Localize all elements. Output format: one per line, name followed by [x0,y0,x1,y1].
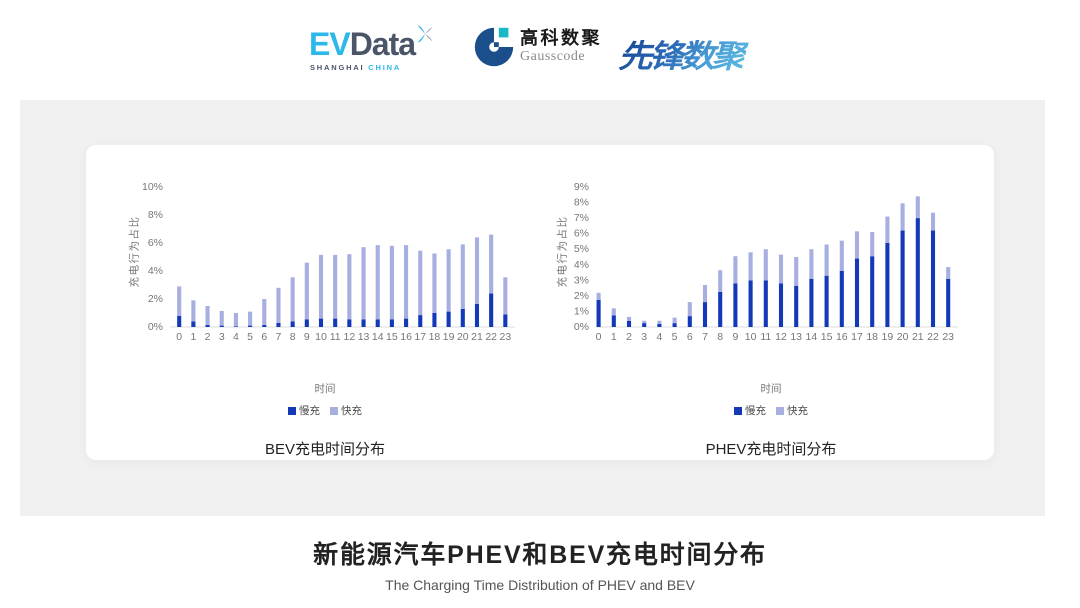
svg-text:9: 9 [304,331,310,343]
svg-text:0: 0 [176,331,182,343]
svg-text:10: 10 [315,331,327,343]
svg-text:17: 17 [851,331,863,343]
svg-text:2: 2 [626,331,632,343]
svg-text:20: 20 [897,331,909,343]
svg-text:18: 18 [429,331,441,343]
svg-text:5%: 5% [574,243,589,255]
svg-text:18: 18 [866,331,878,343]
svg-text:5: 5 [247,331,253,343]
svg-text:8: 8 [290,331,296,343]
svg-text:16: 16 [400,331,412,343]
svg-text:8%: 8% [148,209,163,221]
svg-text:1: 1 [190,331,196,343]
svg-text:10: 10 [745,331,757,343]
svg-text:3: 3 [641,331,647,343]
svg-text:0%: 0% [148,321,163,333]
svg-text:8: 8 [717,331,723,343]
svg-text:12: 12 [344,331,356,343]
svg-text:12: 12 [775,331,787,343]
svg-text:15: 15 [386,331,398,343]
svg-text:1%: 1% [574,305,589,317]
svg-text:22: 22 [927,331,939,343]
svg-text:16: 16 [836,331,848,343]
svg-text:15: 15 [821,331,833,343]
svg-text:14: 14 [372,331,384,343]
svg-text:22: 22 [485,331,497,343]
svg-text:4: 4 [656,331,662,343]
svg-text:23: 23 [499,331,511,343]
svg-text:21: 21 [912,331,924,343]
svg-text:9%: 9% [574,181,589,193]
svg-text:6%: 6% [148,237,163,249]
svg-text:17: 17 [414,331,426,343]
svg-text:13: 13 [790,331,802,343]
svg-text:4%: 4% [148,265,163,277]
svg-text:21: 21 [471,331,483,343]
svg-text:7: 7 [702,331,708,343]
svg-text:0%: 0% [574,321,589,333]
svg-text:14: 14 [806,331,818,343]
svg-text:3: 3 [219,331,225,343]
svg-text:11: 11 [760,331,771,343]
svg-text:3%: 3% [574,274,589,286]
svg-text:23: 23 [942,331,954,343]
svg-text:19: 19 [882,331,894,343]
svg-text:5: 5 [672,331,678,343]
svg-text:9: 9 [732,331,738,343]
svg-text:2: 2 [205,331,211,343]
svg-text:20: 20 [457,331,469,343]
svg-text:4: 4 [233,331,239,343]
svg-text:0: 0 [596,331,602,343]
svg-text:10%: 10% [142,181,163,193]
svg-text:6%: 6% [574,228,589,240]
svg-text:2%: 2% [148,293,163,305]
svg-text:11: 11 [330,331,341,343]
svg-text:2%: 2% [574,290,589,302]
svg-text:7%: 7% [574,212,589,224]
svg-text:8%: 8% [574,197,589,209]
svg-text:6: 6 [687,331,693,343]
svg-text:4%: 4% [574,259,589,271]
svg-text:6: 6 [261,331,267,343]
svg-text:1: 1 [611,331,617,343]
svg-text:13: 13 [358,331,370,343]
svg-text:7: 7 [276,331,282,343]
svg-text:19: 19 [443,331,455,343]
